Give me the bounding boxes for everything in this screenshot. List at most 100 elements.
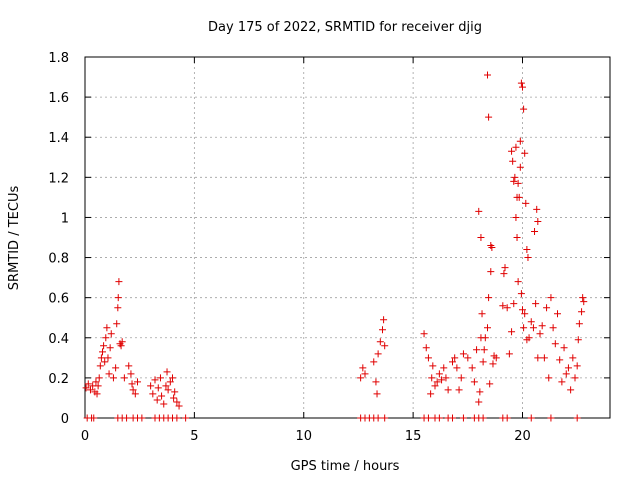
data-point — [459, 350, 467, 358]
y-tick-label: 1.2 — [48, 171, 69, 186]
data-point — [519, 306, 526, 314]
data-point — [170, 394, 178, 402]
y-tick-label: 0.6 — [48, 292, 69, 307]
data-point — [182, 414, 190, 422]
data-point — [534, 217, 542, 225]
data-point — [524, 254, 532, 262]
data-point — [531, 227, 539, 235]
data-point — [109, 374, 117, 382]
plot-frame — [84, 56, 611, 419]
data-point — [101, 358, 109, 366]
data-point — [129, 386, 137, 394]
data-point — [508, 147, 516, 155]
data-point — [114, 304, 122, 312]
data-point — [510, 177, 518, 185]
data-point — [529, 324, 537, 332]
chart-title: Day 175 of 2022, SRMTID for receiver dji… — [208, 20, 482, 35]
data-point — [376, 338, 384, 346]
data-point — [147, 382, 155, 390]
x-tick-label: 5 — [190, 429, 198, 444]
data-point — [549, 324, 557, 332]
data-point — [575, 320, 583, 328]
data-point — [508, 328, 516, 336]
data-point — [551, 340, 559, 348]
data-point — [96, 362, 104, 370]
data-point — [579, 294, 587, 302]
data-point — [484, 324, 491, 332]
data-point — [473, 346, 481, 354]
data-point — [571, 374, 579, 382]
y-tick-label: 0.8 — [48, 252, 69, 267]
data-point — [100, 342, 108, 350]
y-tick-label: 1.4 — [48, 131, 69, 146]
data-point — [487, 268, 495, 276]
data-point — [520, 105, 528, 113]
data-point — [169, 374, 176, 382]
data-point — [128, 380, 136, 388]
data-point — [156, 374, 164, 382]
data-point — [476, 388, 484, 396]
data-point — [420, 330, 428, 338]
data-point — [480, 346, 488, 354]
data-point — [380, 316, 388, 324]
data-point — [82, 384, 90, 392]
data-point — [475, 207, 483, 215]
data-point — [173, 414, 181, 422]
data-point — [522, 199, 530, 207]
y-tick-label: 1.6 — [48, 91, 69, 106]
data-point — [536, 330, 544, 338]
data-point — [90, 414, 98, 422]
data-point — [501, 264, 509, 272]
data-point — [433, 378, 441, 386]
data-point — [370, 358, 378, 366]
data-point — [500, 270, 508, 278]
data-point — [175, 402, 183, 410]
data-point — [92, 378, 100, 386]
data-point — [547, 414, 555, 422]
y-tick-label: 0.2 — [48, 372, 69, 387]
data-point — [503, 304, 511, 312]
data-point — [516, 137, 524, 145]
data-point — [543, 304, 551, 312]
data-point — [429, 362, 437, 370]
data-point — [97, 354, 105, 362]
data-point — [115, 278, 123, 286]
data-point — [486, 380, 494, 388]
data-point — [558, 378, 566, 386]
data-point — [569, 354, 577, 362]
data-point — [118, 338, 126, 346]
y-tick-label: 1 — [61, 211, 69, 226]
data-point — [120, 374, 128, 382]
data-point — [521, 149, 529, 157]
data-point — [105, 370, 113, 378]
data-point — [492, 354, 500, 362]
data-point — [373, 390, 381, 398]
data-point — [374, 414, 382, 422]
data-point — [153, 396, 161, 404]
data-point — [428, 374, 436, 382]
data-point — [166, 378, 174, 386]
data-point — [481, 334, 489, 342]
data-point — [131, 390, 139, 398]
data-point — [164, 386, 172, 394]
data-point — [158, 392, 166, 400]
data-point — [478, 310, 486, 318]
data-point — [451, 354, 459, 362]
data-point — [103, 324, 111, 332]
data-point — [94, 382, 102, 390]
data-point — [578, 308, 586, 316]
data-point — [525, 334, 533, 342]
data-point — [125, 362, 133, 370]
data-point — [160, 400, 168, 408]
data-point — [505, 350, 513, 358]
data-point — [372, 378, 380, 386]
data-point — [484, 71, 491, 79]
data-point — [468, 364, 476, 372]
data-point — [523, 246, 531, 254]
data-point — [464, 354, 472, 362]
data-point — [512, 143, 520, 151]
data-point — [521, 310, 529, 318]
data-point — [527, 414, 535, 422]
data-point — [564, 364, 572, 372]
data-point — [489, 360, 497, 368]
